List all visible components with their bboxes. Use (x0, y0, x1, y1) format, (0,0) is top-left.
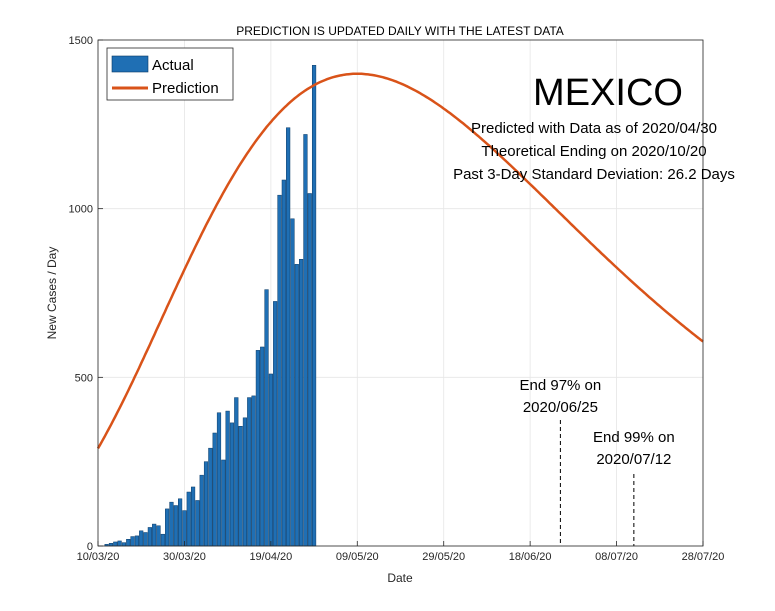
actual-bar (147, 527, 152, 547)
actual-bar (190, 486, 196, 547)
actual-bar (255, 350, 260, 547)
annotation-text-2: 2020/06/25 (523, 399, 598, 416)
x-tick-label: 09/05/20 (336, 551, 379, 563)
actual-bar (152, 523, 157, 547)
actual-bar (303, 134, 308, 547)
x-tick-label: 30/03/20 (163, 551, 206, 563)
info-line-2: Theoretical Ending on 2020/10/20 (481, 143, 706, 160)
x-axis-label: Date (387, 571, 413, 585)
actual-bar (134, 535, 139, 547)
actual-bar (173, 505, 178, 547)
actual-bar (234, 397, 239, 547)
actual-bar (165, 508, 170, 547)
legend: Actual Prediction (106, 47, 234, 101)
info-line-3: Past 3-Day Standard Deviation: 26.2 Days (453, 166, 735, 183)
actual-bar (238, 425, 243, 547)
actual-bar (113, 541, 118, 547)
actual-bar (126, 539, 131, 547)
actual-bar (160, 533, 165, 547)
actual-bar (208, 447, 213, 547)
actual-bars (104, 65, 317, 547)
actual-bar (195, 500, 200, 547)
actual-bar (203, 461, 209, 547)
actual-bar (281, 179, 286, 547)
prediction-line-group (96, 72, 704, 450)
actual-bar (216, 412, 222, 547)
country-name: MEXICO (533, 72, 683, 114)
actual-bar (290, 218, 295, 547)
annotation-text-2: 2020/07/12 (596, 451, 671, 468)
x-tick-label: 19/04/20 (249, 551, 292, 563)
actual-bar (143, 532, 148, 547)
y-axis-label: New Cases / Day (45, 247, 59, 340)
y-tick-label: 0 (87, 541, 93, 553)
x-tick-label: 18/06/20 (509, 551, 552, 563)
actual-bar (247, 397, 252, 547)
actual-bar (121, 542, 127, 547)
legend-actual-label: Actual (152, 57, 194, 74)
y-tick-label: 500 (75, 372, 93, 384)
actual-bar (156, 525, 161, 547)
grid (97, 39, 704, 547)
actual-bar (260, 346, 265, 547)
actual-bar (221, 459, 226, 547)
actual-bar (108, 543, 114, 547)
actual-bar (130, 536, 135, 547)
actual-bar (117, 540, 122, 547)
actual-bar (273, 301, 278, 547)
actual-bar (294, 264, 299, 547)
actual-bar (186, 491, 191, 547)
y-tick-label: 1000 (69, 204, 93, 216)
prediction-line (96, 72, 704, 450)
actual-bar (229, 422, 235, 547)
actual-bar (251, 395, 256, 547)
actual-bar (212, 432, 217, 547)
actual-bar (178, 498, 183, 547)
x-tick-label: 28/07/20 (682, 551, 725, 563)
legend-actual-swatch (111, 55, 149, 73)
chart-title: PREDICTION IS UPDATED DAILY WITH THE LAT… (236, 24, 564, 38)
legend-prediction-label: Prediction (152, 80, 219, 97)
actual-bar (277, 194, 282, 547)
annotation-text-1: End 97% on (520, 377, 602, 394)
actual-bar (139, 530, 144, 547)
ticks: 0 500 1000 1500 10/03/20 30/03/20 19/04/20 09/0… (69, 35, 725, 563)
actual-bar (307, 193, 312, 547)
actual-bar (169, 501, 174, 547)
actual-bar (268, 373, 273, 547)
x-tick-label: 10/03/20 (77, 551, 120, 563)
actual-bar (311, 65, 317, 547)
actual-bar (199, 474, 204, 547)
actual-bar (225, 410, 230, 547)
actual-bar (264, 289, 269, 547)
x-tick-label: 08/07/20 (595, 551, 638, 563)
plot-frame (97, 39, 704, 547)
actual-bar (242, 417, 248, 547)
annotations: End 97% on 2020/06/25 End 99% on 2020/07/12 (520, 377, 675, 546)
actual-bar (286, 127, 291, 547)
annotation-text-1: End 99% on (593, 429, 675, 446)
info-line-1: Predicted with Data as of 2020/04/30 (471, 120, 717, 137)
actual-bar (182, 510, 187, 547)
x-tick-label: 29/05/20 (422, 551, 465, 563)
y-tick-label: 1500 (69, 35, 93, 47)
actual-bar (299, 259, 304, 547)
